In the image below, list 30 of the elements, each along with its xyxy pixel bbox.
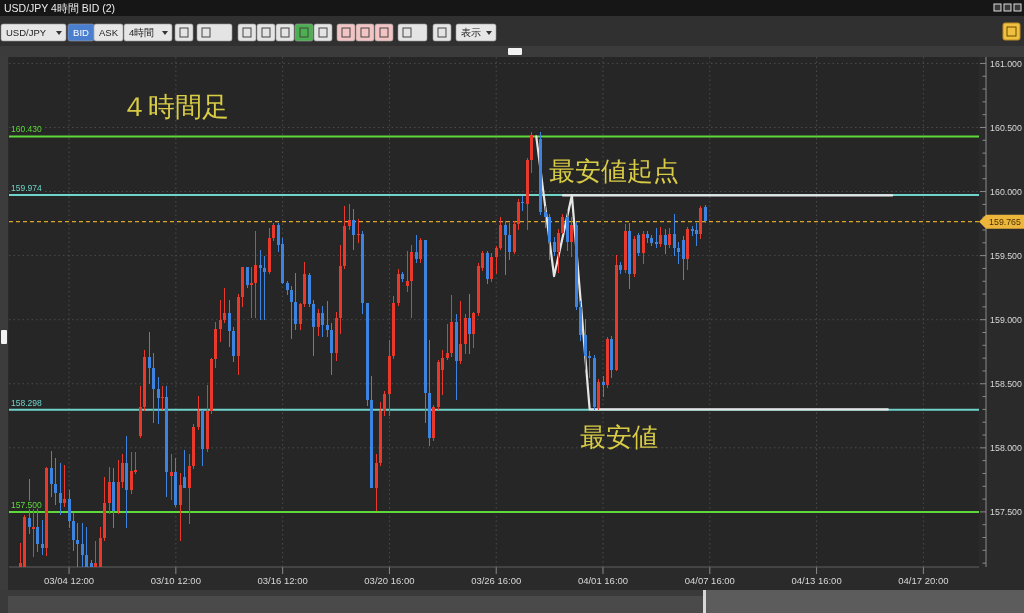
y-tick-label: 157.500: [990, 507, 1022, 518]
x-tick-label: 03/16 12:00: [257, 575, 308, 586]
control-button: USD/JPY: [0, 23, 67, 42]
x-tick-label: 03/20 16:00: [364, 575, 415, 586]
x-tick-label: 04/01 16:00: [577, 575, 629, 586]
annotation: ４時間足: [121, 92, 229, 122]
ref-line-label: 159.765: [989, 216, 1021, 227]
y-tick-label: 158.500: [990, 378, 1022, 389]
ref-line-label: 158.298: [11, 397, 42, 408]
y-tick-label: 160.500: [990, 122, 1022, 133]
control-button: BID: [67, 23, 95, 42]
line-series: [535, 135, 889, 411]
y-tick-label: 158.000: [990, 443, 1022, 454]
x-tick-label: 03/26 16:00: [471, 575, 522, 586]
x-tick-label: 03/10 12:00: [150, 575, 201, 586]
x-tick-label: 04/07 16:00: [684, 575, 735, 586]
ref-line-label: 160.430: [11, 124, 42, 135]
y-tick-label: 160.000: [990, 186, 1022, 197]
annotation: 最安値: [580, 423, 658, 451]
annotation: 最安値起点: [549, 157, 679, 185]
y-tick-label: 161.000: [990, 58, 1022, 69]
x-tick-label: 03/04 12:00: [43, 575, 95, 586]
y-tick-label: 159.000: [990, 314, 1022, 325]
y-tick-label: 159.500: [990, 250, 1022, 261]
control-button: 4時間: [123, 23, 173, 42]
chart-title: USD/JPY 4時間 BID (2): [4, 2, 116, 14]
x-tick-label: 04/13 16:00: [791, 575, 842, 586]
control-button: ASK: [93, 23, 124, 42]
ref-line-label: 159.974: [11, 182, 42, 193]
x-tick-label: 04/17 20:00: [898, 575, 949, 586]
